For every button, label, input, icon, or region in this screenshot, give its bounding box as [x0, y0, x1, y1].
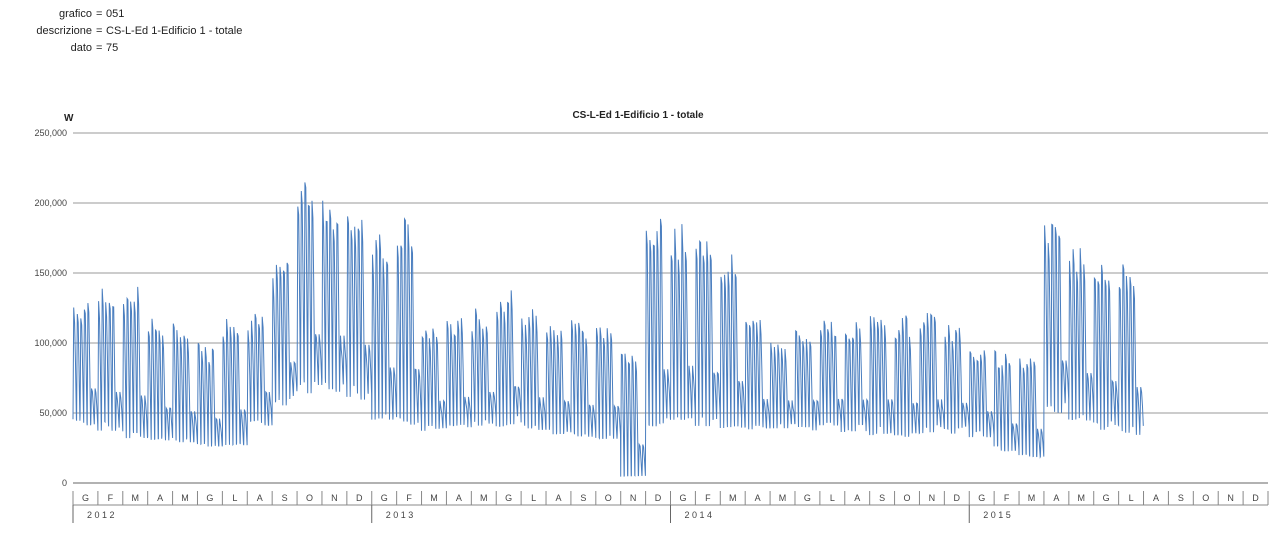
- meta-equals: =: [96, 25, 103, 37]
- year-label: 2 0 1 3: [386, 510, 414, 520]
- x-tick-label: G: [978, 493, 985, 503]
- y-tick-label: 200,000: [34, 198, 67, 208]
- series-line: [72, 182, 1144, 477]
- meta-key: grafico: [58, 8, 92, 20]
- meta-key: descrizione: [36, 25, 92, 37]
- x-tick-label: N: [929, 493, 936, 503]
- x-tick-label: S: [879, 493, 885, 503]
- x-tick-label: A: [755, 493, 761, 503]
- year-label: 2 0 1 4: [685, 510, 713, 520]
- x-tick-label: G: [679, 493, 686, 503]
- x-tick-label: M: [779, 493, 787, 503]
- x-tick-label: S: [282, 493, 288, 503]
- meta-value: 051: [106, 8, 125, 20]
- x-tick-label: A: [854, 493, 860, 503]
- x-tick-label: A: [555, 493, 561, 503]
- x-tick-label: O: [605, 493, 612, 503]
- y-tick-label: 150,000: [34, 268, 67, 278]
- x-tick-label: A: [257, 493, 263, 503]
- x-tick-label: A: [1153, 493, 1159, 503]
- x-tick-label: G: [1103, 493, 1110, 503]
- x-tick-label: G: [381, 493, 388, 503]
- y-axis-ticks: 0 50,000 100,000 150,000 200,000 250,000: [34, 128, 67, 488]
- x-tick-label: M: [1078, 493, 1086, 503]
- meta-row-dato: dato = 75: [0, 40, 242, 57]
- y-tick-label: 100,000: [34, 338, 67, 348]
- x-tick-label: L: [232, 493, 237, 503]
- x-tick-label: A: [1053, 493, 1059, 503]
- x-tick-label: A: [157, 493, 163, 503]
- x-tick-label: F: [406, 493, 412, 503]
- x-tick-label: D: [655, 493, 662, 503]
- x-tick-label: M: [430, 493, 438, 503]
- x-tick-label: F: [108, 493, 114, 503]
- x-tick-label: N: [1227, 493, 1234, 503]
- x-tick-label: G: [804, 493, 811, 503]
- x-tick-label: M: [480, 493, 488, 503]
- y-axis-unit: W: [64, 113, 74, 124]
- x-tick-label: M: [729, 493, 737, 503]
- x-tick-label: L: [1129, 493, 1134, 503]
- x-tick-label: N: [630, 493, 637, 503]
- x-tick-label: O: [904, 493, 911, 503]
- x-tick-label: F: [705, 493, 711, 503]
- y-tick-label: 0: [62, 478, 67, 488]
- y-tick-label: 250,000: [34, 128, 67, 138]
- meta-equals: =: [96, 42, 103, 54]
- year-label: 2 0 1 2: [87, 510, 115, 520]
- x-tick-label: D: [954, 493, 961, 503]
- chart-title: CS-L-Ed 1-Edificio 1 - totale: [572, 110, 704, 121]
- y-tick-label: 50,000: [39, 408, 67, 418]
- meta-key: dato: [70, 42, 92, 54]
- meta-equals: =: [96, 8, 103, 20]
- x-tick-label: M: [1028, 493, 1036, 503]
- meta-row-grafico: grafico = 051: [0, 6, 242, 23]
- x-tick-label: F: [1004, 493, 1010, 503]
- meta-value: CS-L-Ed 1-Edificio 1 - totale: [106, 25, 243, 37]
- chart-metadata: grafico = 051 descrizione = CS-L-Ed 1-Ed…: [0, 6, 242, 57]
- x-tick-label: G: [82, 493, 89, 503]
- meta-value: 75: [106, 42, 119, 54]
- x-tick-label: D: [356, 493, 363, 503]
- x-tick-label: N: [331, 493, 338, 503]
- x-tick-label: G: [505, 493, 512, 503]
- x-tick-label: A: [456, 493, 462, 503]
- x-tick-label: M: [181, 493, 189, 503]
- x-tick-label: G: [206, 493, 213, 503]
- x-tick-label: O: [306, 493, 313, 503]
- meta-row-descrizione: descrizione = CS-L-Ed 1-Edificio 1 - tot…: [0, 23, 242, 40]
- x-tick-label: L: [830, 493, 835, 503]
- series-layer: [72, 182, 1144, 477]
- x-tick-label: M: [131, 493, 139, 503]
- x-tick-label: S: [1178, 493, 1184, 503]
- x-tick-label: D: [1252, 493, 1259, 503]
- x-tick-label: L: [531, 493, 536, 503]
- year-label: 2 0 1 5: [983, 510, 1011, 520]
- x-tick-label: S: [580, 493, 586, 503]
- x-tick-label: O: [1202, 493, 1209, 503]
